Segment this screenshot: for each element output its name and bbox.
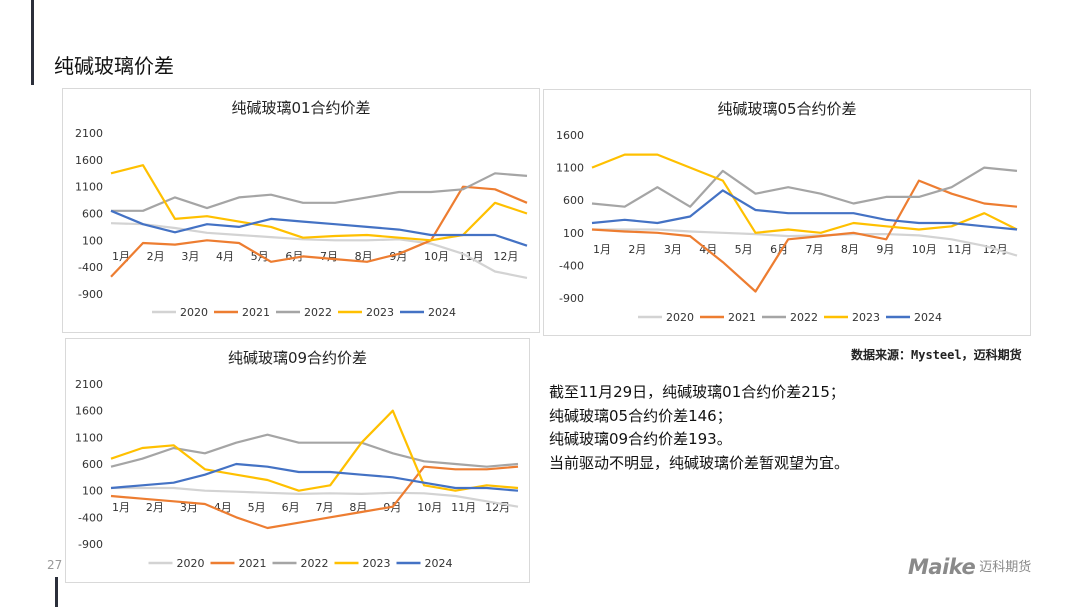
chart-title: 纯碱玻璃09合约价差 — [228, 349, 367, 367]
x-tick-label: 8月 — [355, 250, 373, 263]
y-tick-label: -400 — [78, 261, 103, 274]
summary-line: 截至11月29日，纯碱玻璃01合约价差215； — [549, 383, 845, 401]
legend-label: 2022 — [301, 557, 329, 570]
series-line-2023 — [110, 409, 519, 492]
logo-chinese: 迈科期货 — [979, 560, 1032, 575]
chart-svg: 纯碱玻璃09合约价差 2100 1600 1100 600 100 -400 -900 1月 2月… — [75, 349, 519, 570]
summary-text: 截至11月29日，纯碱玻璃01合约价差215； 纯碱玻璃05合约价差146； 纯… — [549, 381, 849, 475]
series-line-2022 — [110, 433, 519, 468]
x-tick-label: 10月 — [417, 501, 442, 514]
x-tick-label: 3月 — [664, 243, 682, 256]
legend-label: 2021 — [239, 557, 267, 570]
legend-label: 2020 — [180, 306, 208, 319]
x-tick-label: 4月 — [216, 250, 234, 263]
x-tick-label: 12月 — [493, 250, 518, 263]
legend-label: 2021 — [728, 311, 756, 324]
y-tick-label: -400 — [78, 511, 103, 524]
y-tick-label: 600 — [82, 458, 103, 471]
x-tick-label: 2月 — [147, 250, 165, 263]
y-tick-label: -400 — [559, 259, 584, 272]
y-tick-label: 1600 — [75, 405, 103, 418]
series-line-2020 — [110, 222, 528, 279]
series-line-2024 — [110, 462, 519, 492]
y-tick-label: 1600 — [556, 129, 584, 142]
chart-01-spread: 纯碱玻璃01合约价差 2100 1600 1100 600 100 -400 -900 1月 2月… — [62, 88, 540, 333]
x-tick-label: 10月 — [424, 250, 449, 263]
x-tick-label: 9月 — [876, 243, 894, 256]
y-tick-label: 1100 — [75, 431, 103, 444]
x-tick-label: 6月 — [285, 250, 303, 263]
y-tick-label: 1600 — [75, 154, 103, 167]
x-tick-label: 7月 — [316, 501, 334, 514]
series-line-2024 — [591, 189, 1018, 231]
x-tick-label: 3月 — [180, 501, 198, 514]
series-line-2021 — [591, 179, 1018, 293]
legend-label: 2022 — [790, 311, 818, 324]
x-tick-label: 2月 — [146, 501, 164, 514]
page-number: 27 — [47, 558, 63, 572]
series-line-2021 — [110, 465, 519, 530]
series-line-2020 — [592, 228, 1018, 257]
x-tick-label: 6月 — [282, 501, 300, 514]
y-tick-label: 2100 — [75, 378, 103, 391]
x-tick-label: 11月 — [459, 250, 484, 263]
series-line-2020 — [111, 486, 519, 508]
legend-label: 2022 — [304, 306, 332, 319]
y-tick-label: 600 — [82, 208, 103, 221]
chart-svg: 纯碱玻璃01合约价差 2100 1600 1100 600 100 -400 -900 1月 2月… — [75, 99, 528, 319]
series-line-2023 — [591, 153, 1018, 234]
logo-wordmark: Maike — [908, 555, 976, 579]
x-tick-label: 8月 — [841, 243, 859, 256]
y-tick-label: 100 — [82, 234, 103, 247]
page-title: 纯碱玻璃价差 — [54, 54, 174, 78]
x-tick-label: 1月 — [112, 501, 130, 514]
x-tick-label: 10月 — [912, 243, 937, 256]
company-logo: Maike 迈科期货 — [908, 555, 1031, 579]
chart-05-spread: 纯碱玻璃05合约价差 1600 1100 600 100 -400 -900 1月 2月 3月 4月… — [543, 89, 1031, 336]
series-line-2022 — [111, 172, 528, 212]
x-tick-label: 3月 — [181, 250, 199, 263]
x-tick-label: 5月 — [735, 243, 753, 256]
chart-title: 纯碱玻璃05合约价差 — [717, 100, 856, 118]
y-tick-label: 100 — [82, 485, 103, 498]
x-tick-label: 5月 — [248, 501, 266, 514]
y-tick-label: 600 — [563, 194, 584, 207]
legend-label: 2020 — [666, 311, 694, 324]
summary-line: 当前驱动不明显，纯碱玻璃价差暂观望为宜。 — [549, 453, 850, 472]
x-tick-label: 11月 — [451, 501, 476, 514]
summary-line: 纯碱玻璃09合约价差193。 — [549, 430, 732, 448]
accent-bar — [31, 0, 34, 85]
y-tick-label: 100 — [563, 227, 584, 240]
data-source-note: 数据来源：Mysteel，迈科期货 — [851, 348, 1022, 362]
series-line-2024 — [110, 209, 528, 247]
accent-bar — [55, 577, 58, 607]
x-tick-label: 1月 — [593, 243, 611, 256]
y-tick-label: -900 — [78, 288, 103, 301]
x-tick-label: 1月 — [112, 250, 130, 263]
y-tick-label: -900 — [78, 538, 103, 551]
y-tick-label: -900 — [559, 292, 584, 305]
legend-label: 2023 — [852, 311, 880, 324]
legend-label: 2020 — [177, 557, 205, 570]
series-line-2022 — [591, 166, 1018, 208]
x-tick-label: 7月 — [806, 243, 824, 256]
chart-title: 纯碱玻璃01合约价差 — [231, 99, 370, 117]
legend-label: 2021 — [242, 306, 270, 319]
legend-label: 2023 — [363, 557, 391, 570]
legend-label: 2024 — [428, 306, 456, 319]
x-tick-label: 7月 — [320, 250, 338, 263]
chart-09-spread: 纯碱玻璃09合约价差 2100 1600 1100 600 100 -400 -900 1月 2月… — [65, 338, 530, 583]
x-tick-label: 2月 — [628, 243, 646, 256]
y-tick-label: 1100 — [556, 162, 584, 175]
legend-label: 2023 — [366, 306, 394, 319]
y-tick-label: 1100 — [75, 181, 103, 194]
y-tick-label: 2100 — [75, 127, 103, 140]
series-line-2021 — [110, 185, 528, 278]
legend-label: 2024 — [914, 311, 942, 324]
legend-label: 2024 — [425, 557, 453, 570]
x-tick-label: 11月 — [947, 243, 972, 256]
summary-line: 纯碱玻璃05合约价差146； — [549, 406, 732, 425]
